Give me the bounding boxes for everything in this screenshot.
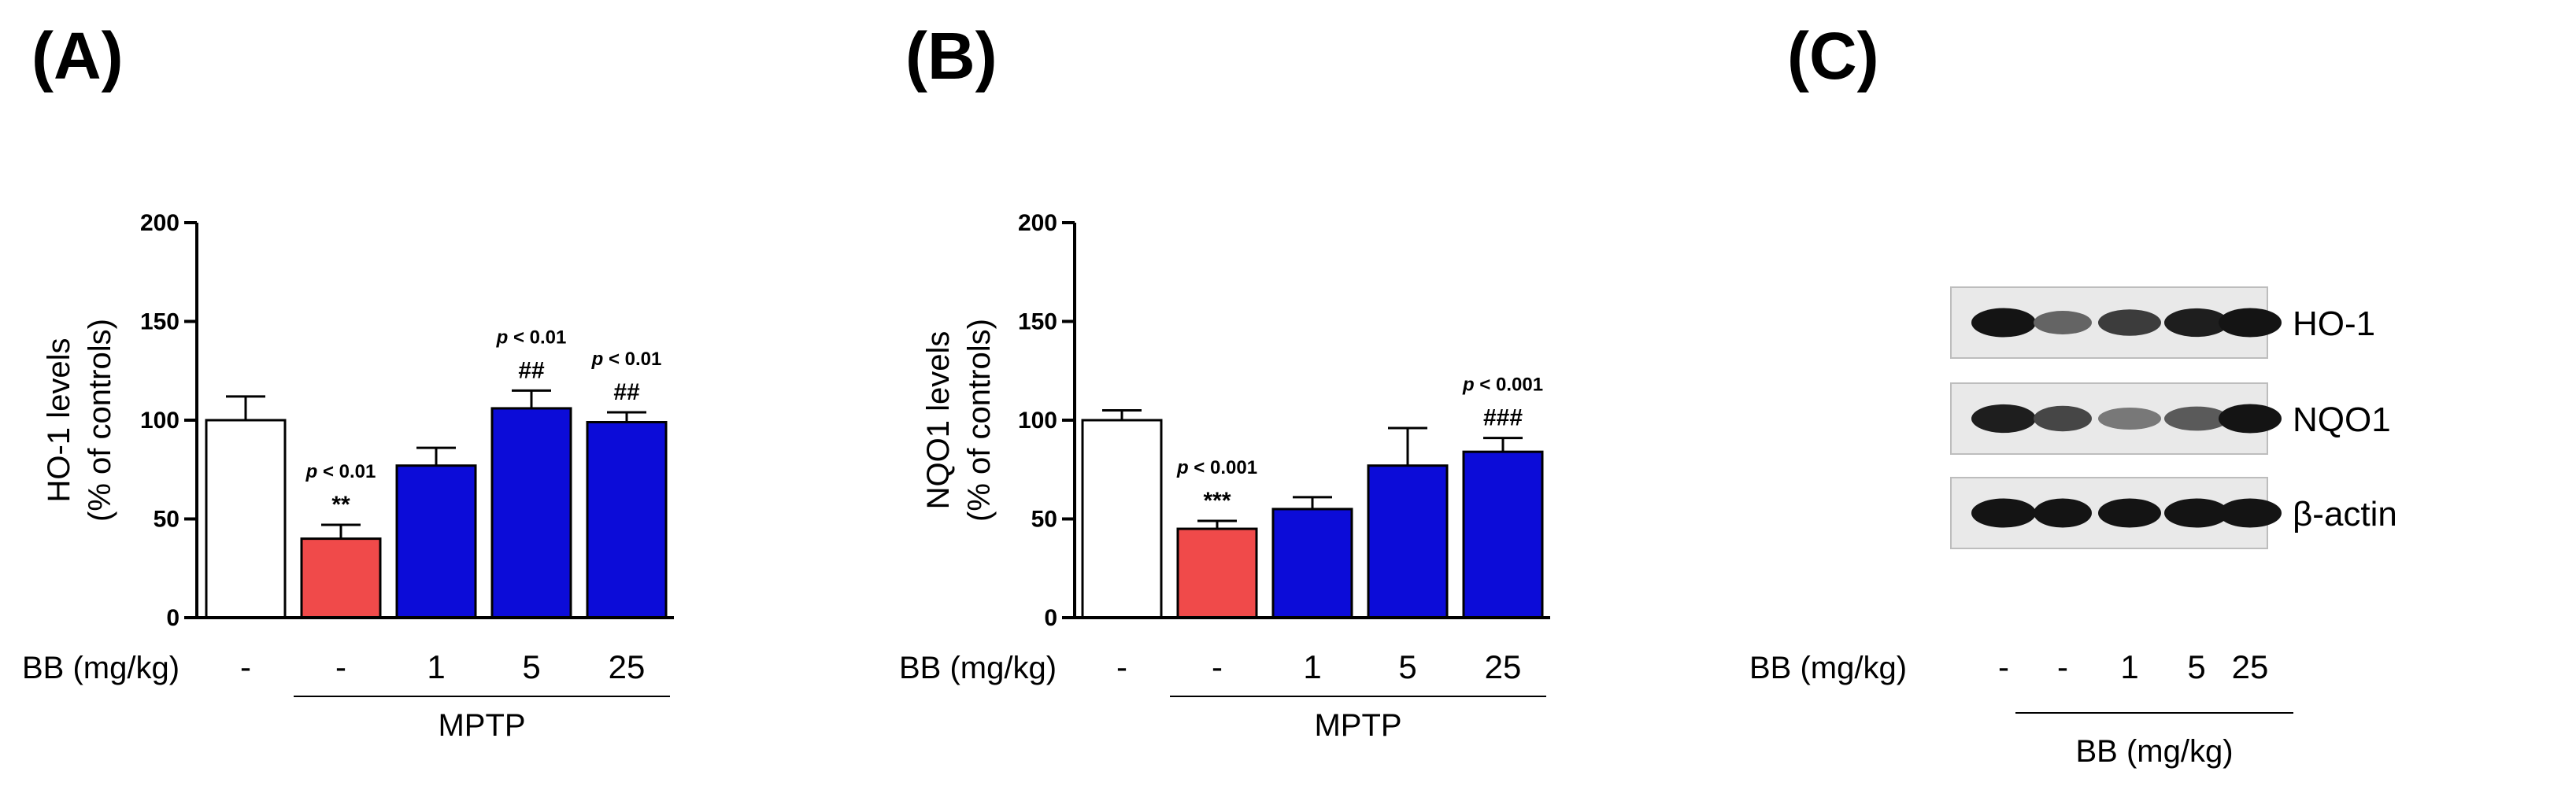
blot-band — [2164, 308, 2229, 338]
x-category-label-c: 5 — [2187, 648, 2205, 685]
bar-a — [205, 419, 287, 619]
p-value-label-b: p < 0.001 — [1462, 375, 1543, 396]
y-axis-label-sub-a: (% of controls) — [83, 319, 117, 522]
x-category-label-c: 25 — [2232, 648, 2269, 685]
x-category-label-b: - — [1116, 648, 1127, 685]
bar-b — [1081, 419, 1163, 619]
y-tick-label-b: 100 — [1018, 408, 1057, 434]
x-row-label-a: BB (mg/kg) — [22, 651, 180, 685]
x-category-label-c: - — [2057, 648, 2068, 685]
chart-b: 0 50 100 150 200 p < 0.001 *** p < 0.001 ### NQO1… — [899, 210, 1550, 743]
y-axis-label-a: HO-1 levels — [42, 338, 76, 503]
bar-a — [586, 421, 668, 619]
x-category-label-a: - — [240, 648, 251, 685]
panel-c-letter: (C) — [1787, 19, 1879, 93]
x-category-label-b: - — [1212, 648, 1223, 685]
y-tick-label-a: 200 — [140, 210, 180, 236]
y-axis-label-b: NQO1 levels — [921, 331, 956, 510]
significance-mark-a: ## — [613, 379, 640, 405]
blot-band — [2219, 308, 2282, 338]
x-category-label-c: - — [1998, 648, 2009, 685]
y-tick-label-b: 150 — [1018, 309, 1057, 335]
chart-a: 0 50 100 150 200 p < 0.01 ** p < 0.01 ## p < 0.01… — [22, 210, 674, 743]
significance-mark-a: ** — [331, 492, 350, 518]
x-category-label-b: 5 — [1398, 648, 1416, 685]
blot-band — [2034, 311, 2092, 334]
panel-a-letter: (A) — [31, 19, 124, 93]
y-tick-label-a: 100 — [140, 408, 180, 434]
blot-band — [2034, 498, 2092, 528]
bar-a — [395, 464, 477, 619]
blot-band — [1971, 308, 2036, 338]
significance-mark-b: ### — [1483, 405, 1523, 431]
x-category-label-b: 25 — [1485, 648, 1522, 685]
blot-band — [2219, 404, 2282, 434]
y-tick-label-b: 50 — [1031, 507, 1057, 533]
x-category-label-a: - — [335, 648, 346, 685]
blot-row-label: HO-1 — [2293, 305, 2375, 343]
group-label-a: MPTP — [438, 708, 525, 743]
bar-b — [1462, 450, 1544, 619]
x-row-label-c: BB (mg/kg) — [1749, 651, 1907, 685]
group-label-c: BB (mg/kg) — [2075, 734, 2233, 769]
x-row-label-b: BB (mg/kg) — [899, 651, 1057, 685]
p-value-label-a: p < 0.01 — [496, 327, 567, 348]
blot-band — [2034, 405, 2092, 432]
y-tick-label-a: 0 — [166, 605, 180, 631]
panel-b-letter: (B) — [905, 19, 997, 93]
bar-b — [1271, 508, 1353, 619]
y-tick-label-b: 200 — [1018, 210, 1057, 236]
p-value-label-a: p < 0.01 — [591, 349, 662, 370]
bar-a — [300, 537, 382, 619]
y-tick-label-a: 150 — [140, 309, 180, 335]
y-axis-label-sub-b: (% of controls) — [962, 319, 997, 522]
y-tick-label-b: 0 — [1044, 605, 1057, 631]
blot-band — [2219, 498, 2282, 528]
blot-band — [1971, 404, 2036, 434]
blot-row-label: NQO1 — [2293, 401, 2391, 439]
blot-band — [2164, 406, 2229, 431]
blot-band — [1971, 498, 2036, 528]
x-category-label-a: 1 — [427, 648, 445, 685]
blot-band — [2098, 309, 2161, 336]
significance-mark-b: *** — [1203, 488, 1231, 514]
blot-row-label: β-actin — [2293, 495, 2397, 533]
bar-a — [490, 407, 572, 619]
blot-band — [2098, 498, 2161, 528]
group-label-b: MPTP — [1314, 708, 1401, 743]
x-category-label-c: 1 — [2120, 648, 2138, 685]
bar-b — [1176, 527, 1258, 619]
blot-band — [2164, 498, 2229, 528]
bar-b — [1367, 464, 1449, 619]
blot-band — [2098, 407, 2161, 430]
x-category-label-a: 5 — [522, 648, 540, 685]
western-blot: HO-1 NQO1 β-actin BB (mg/kg) - - 1 5 25 BB (mg/kg… — [1749, 286, 2397, 769]
x-category-label-a: 25 — [609, 648, 646, 685]
p-value-label-b: p < 0.001 — [1176, 457, 1257, 478]
y-tick-label-a: 50 — [154, 507, 180, 533]
significance-mark-a: ## — [518, 357, 545, 383]
p-value-label-a: p < 0.01 — [305, 461, 376, 482]
x-category-label-b: 1 — [1303, 648, 1321, 685]
